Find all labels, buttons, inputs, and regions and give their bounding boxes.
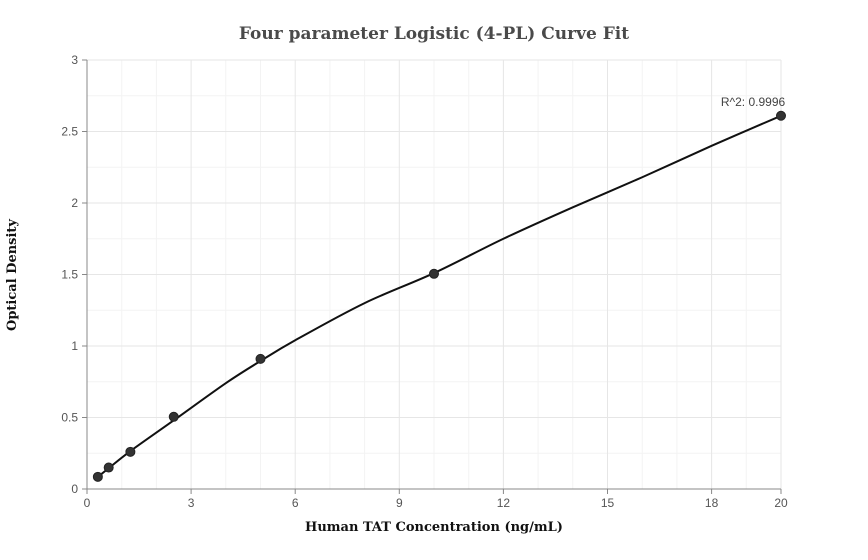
y-tick-label: 3 bbox=[71, 53, 78, 67]
x-tick-label: 9 bbox=[396, 496, 403, 510]
axes bbox=[82, 59, 782, 494]
x-tick-label: 6 bbox=[292, 496, 299, 510]
y-tick-label: 2 bbox=[71, 196, 78, 210]
data-point bbox=[429, 268, 439, 279]
data-point bbox=[255, 353, 266, 364]
data-points bbox=[92, 110, 786, 482]
x-tick-label: 0 bbox=[84, 496, 91, 510]
y-tick-label: 0.5 bbox=[61, 411, 78, 425]
data-point bbox=[168, 411, 179, 422]
y-tick-label: 1 bbox=[71, 339, 78, 353]
fit-curve-line bbox=[97, 114, 782, 478]
y-axis-label: Optical Density bbox=[5, 219, 20, 331]
data-point bbox=[103, 462, 114, 473]
data-point bbox=[125, 446, 136, 457]
x-tick-label: 3 bbox=[188, 496, 195, 510]
data-point bbox=[92, 471, 103, 482]
x-tick-label: 12 bbox=[497, 496, 511, 510]
data-point bbox=[776, 110, 786, 121]
r-squared-annotation: R^2: 0.9996 bbox=[721, 95, 786, 109]
x-tick-label: 18 bbox=[705, 496, 719, 510]
x-axis-label: Human TAT Concentration (ng/mL) bbox=[305, 520, 563, 535]
y-tick-label: 1.5 bbox=[61, 268, 78, 282]
x-tick-label: 20 bbox=[774, 496, 788, 510]
chart-title: Four parameter Logistic (4-PL) Curve Fit bbox=[239, 24, 629, 44]
tick-labels: 0 3 6 9 12 15 18 20 0 0.5 1 1.5 2 2.5 3 bbox=[61, 53, 788, 510]
x-tick-label: 15 bbox=[601, 496, 615, 510]
y-tick-label: 0 bbox=[71, 482, 78, 496]
y-tick-label: 2.5 bbox=[61, 125, 78, 139]
major-grid bbox=[87, 59, 782, 489]
